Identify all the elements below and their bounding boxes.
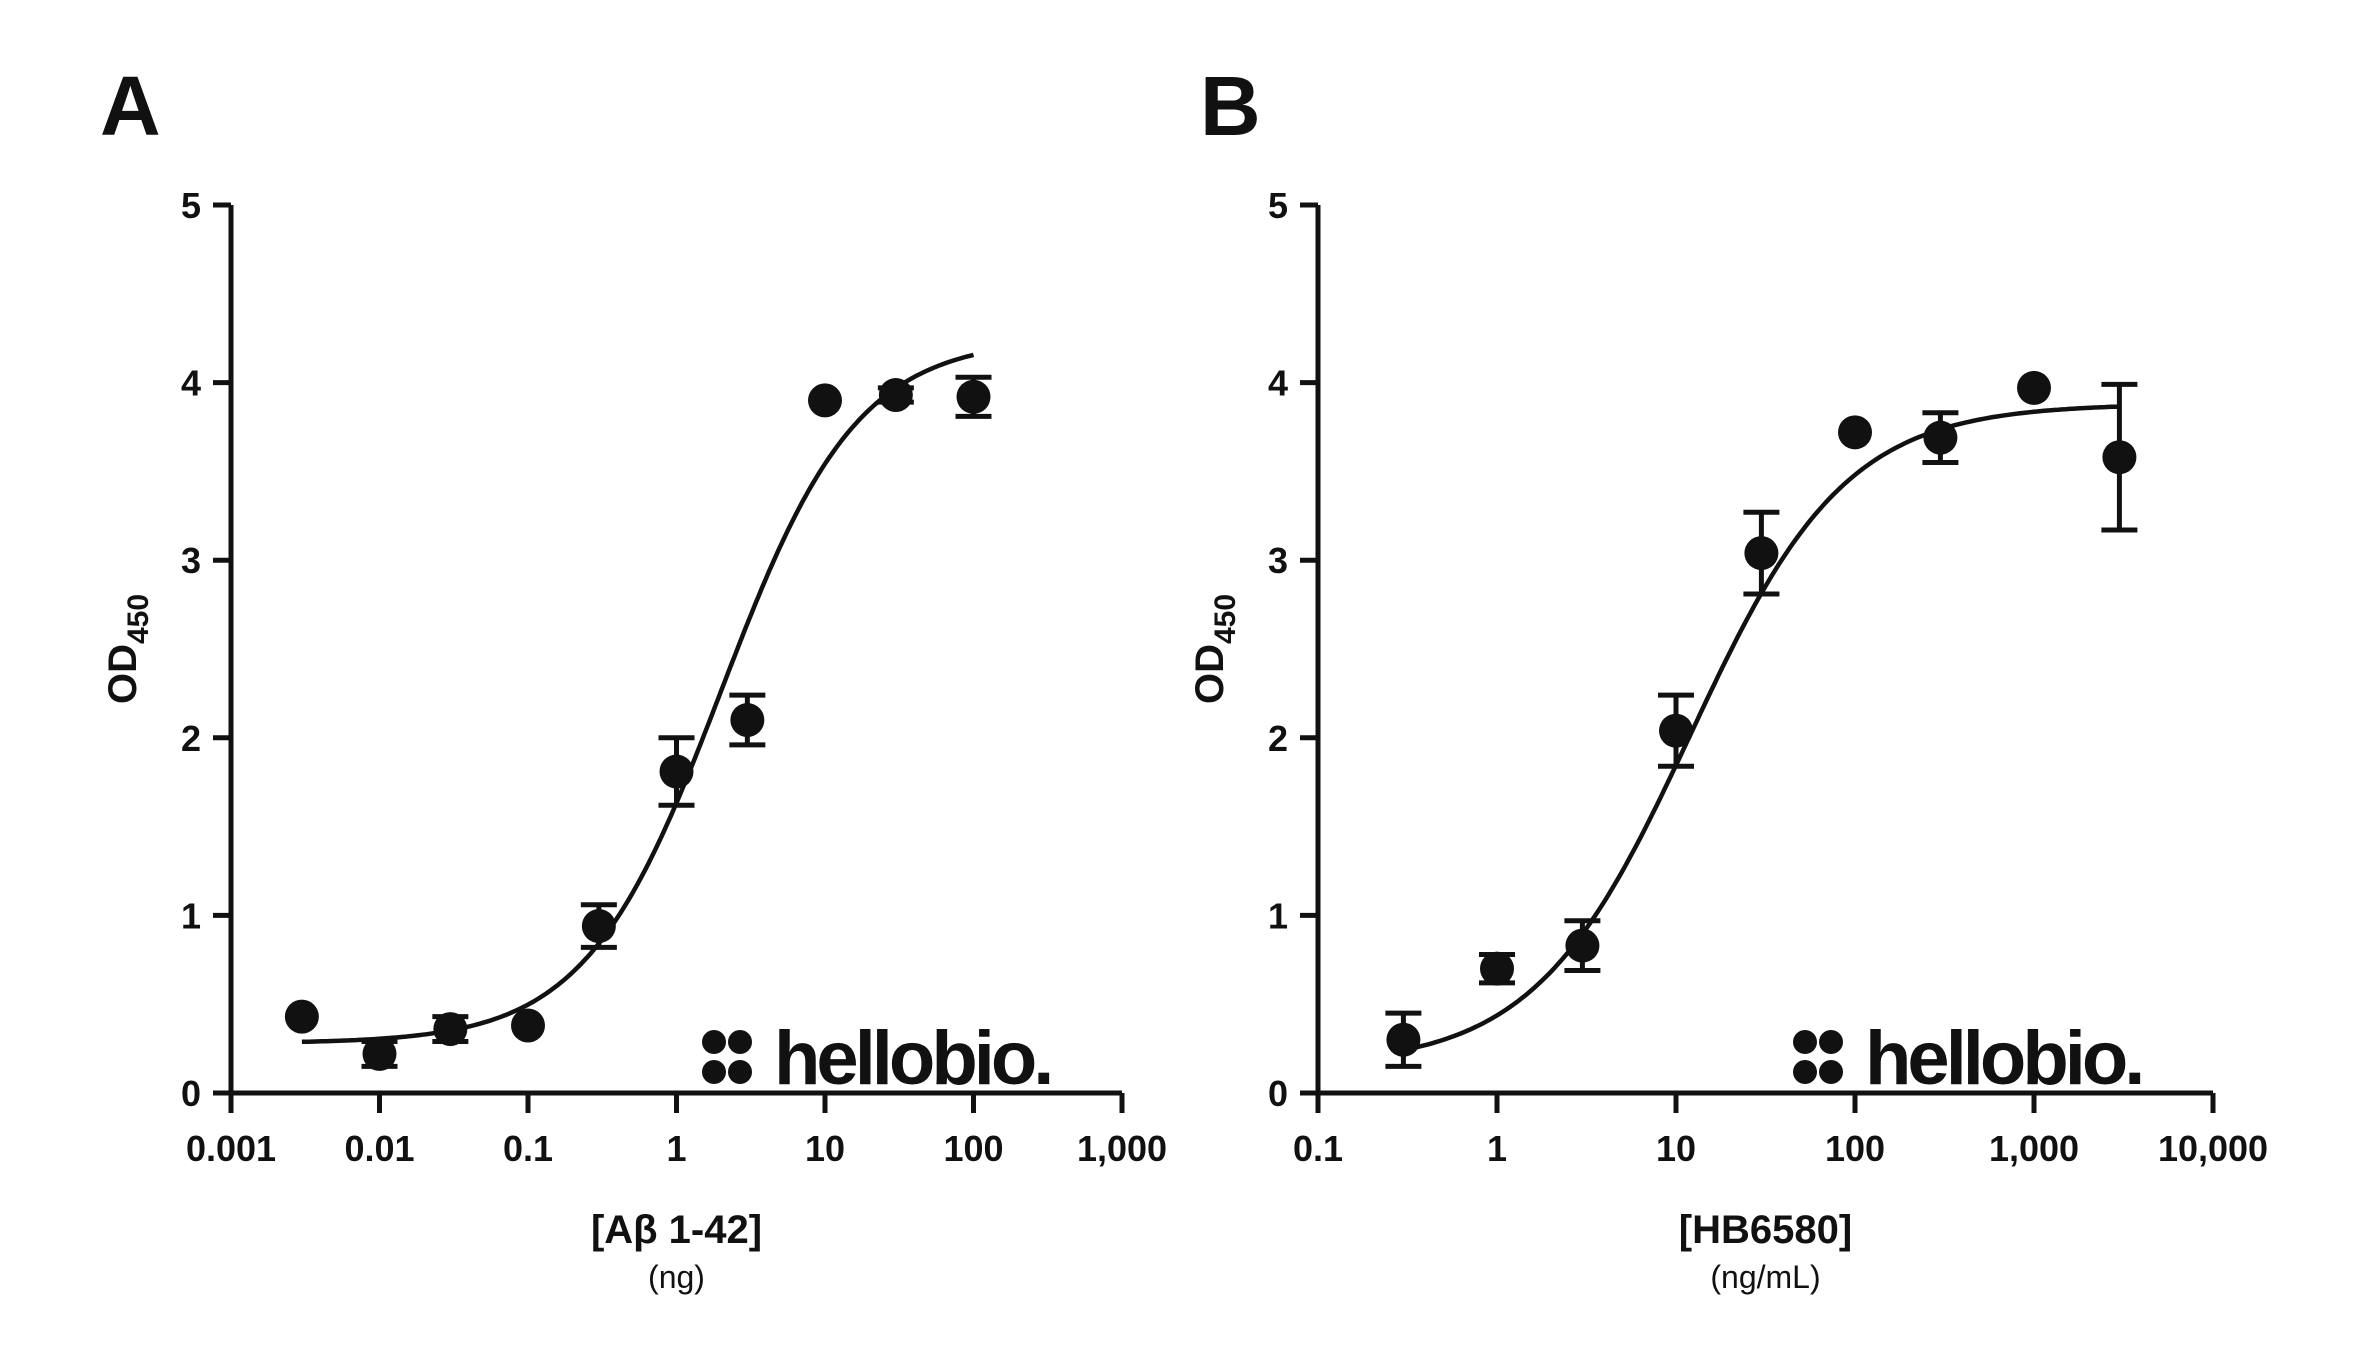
data-point bbox=[1565, 928, 1600, 963]
x-tick-label: 0.1 bbox=[503, 1128, 553, 1169]
logo-dot-icon bbox=[702, 1030, 726, 1054]
hellobio-logo: hellobio. bbox=[702, 1016, 1054, 1101]
logo-dot-icon bbox=[728, 1030, 752, 1054]
data-point bbox=[1744, 536, 1779, 571]
logo-dot-icon bbox=[1819, 1030, 1843, 1054]
y-tick-label: 2 bbox=[181, 718, 201, 759]
y-tick-label: 4 bbox=[181, 363, 201, 404]
data-point bbox=[808, 383, 842, 418]
panel-a: A 0 1 2 3 4 5 0.001 0.01 0.1 1 10 100 1,000 [Aβ 1-42] (… bbox=[100, 59, 1167, 1295]
x-tick-label: 1,000 bbox=[1989, 1128, 2079, 1169]
hellobio-logo: hellobio. bbox=[1793, 1016, 2145, 1101]
y-tick-label: 5 bbox=[181, 185, 201, 226]
fit-curve bbox=[301, 352, 975, 1045]
x-tick-label: 0.01 bbox=[344, 1128, 414, 1169]
x-tick-label: 0.001 bbox=[186, 1128, 276, 1169]
x-tick-label: 0.1 bbox=[1293, 1128, 1343, 1169]
logo-dot-icon bbox=[1793, 1030, 1817, 1054]
y-axis-label: OD450 bbox=[101, 594, 155, 704]
x-tick-label: 100 bbox=[1825, 1128, 1885, 1169]
x-tick-label: 1 bbox=[666, 1128, 686, 1169]
x-axis-label: [Aβ 1-42] bbox=[591, 1208, 762, 1252]
y-tick-label: 5 bbox=[1268, 185, 1288, 226]
data-point bbox=[659, 754, 694, 789]
data-point bbox=[1480, 951, 1514, 986]
y-tick-label: 0 bbox=[1268, 1073, 1288, 1114]
y-axis-label-main: OD bbox=[1188, 644, 1232, 704]
y-axis-label-subscript: 450 bbox=[122, 594, 155, 644]
x-tick-label: 10 bbox=[1656, 1128, 1696, 1169]
logo-dot-icon bbox=[702, 1060, 726, 1084]
data-point bbox=[1838, 415, 1872, 450]
logo-dot-icon bbox=[1793, 1060, 1817, 1084]
y-axis-label: OD450 bbox=[1188, 594, 1242, 704]
data-point bbox=[1386, 1022, 1421, 1057]
panel-label: A bbox=[100, 59, 161, 153]
data-point bbox=[1659, 713, 1693, 748]
data-point bbox=[956, 379, 991, 414]
panel-label: B bbox=[1200, 59, 1261, 153]
data-point bbox=[511, 1008, 545, 1043]
data-point bbox=[730, 703, 765, 738]
data-point bbox=[1923, 420, 1958, 455]
data-point bbox=[362, 1036, 397, 1071]
y-tick-label: 3 bbox=[1268, 540, 1288, 581]
y-tick-label: 4 bbox=[1268, 363, 1288, 404]
x-axis-unit: (ng) bbox=[648, 1259, 705, 1295]
x-tick-label: 100 bbox=[943, 1128, 1003, 1169]
x-axis-unit: (ng/mL) bbox=[1710, 1259, 1820, 1295]
data-point bbox=[2102, 440, 2137, 475]
x-tick-label: 1 bbox=[1487, 1128, 1507, 1169]
y-tick-label: 2 bbox=[1268, 718, 1288, 759]
data-point bbox=[878, 378, 913, 413]
logo-dot-icon bbox=[1819, 1060, 1843, 1084]
data-point bbox=[433, 1012, 468, 1047]
x-tick-label: 10 bbox=[805, 1128, 845, 1169]
panel-b: B 0 1 2 3 4 5 0.1 1 10 100 1,000 10,000 [HB6580] (ng/m… bbox=[1188, 59, 2268, 1295]
logo-text: hellobio. bbox=[1865, 1016, 2141, 1101]
y-tick-label: 3 bbox=[181, 540, 201, 581]
y-tick-label: 1 bbox=[1268, 895, 1288, 936]
y-axis-label-subscript: 450 bbox=[1209, 594, 1242, 644]
y-tick-label: 1 bbox=[181, 895, 201, 936]
y-axis-label-main: OD bbox=[101, 644, 145, 704]
data-point bbox=[581, 909, 616, 944]
data-point bbox=[284, 999, 319, 1034]
x-axis-label: [HB6580] bbox=[1679, 1208, 1852, 1252]
data-point bbox=[2017, 370, 2051, 405]
y-tick-label: 0 bbox=[181, 1073, 201, 1114]
logo-text: hellobio. bbox=[774, 1016, 1050, 1101]
x-tick-label: 1,000 bbox=[1077, 1128, 1167, 1169]
x-tick-label: 10,000 bbox=[2158, 1128, 2268, 1169]
logo-dot-icon bbox=[728, 1060, 752, 1084]
